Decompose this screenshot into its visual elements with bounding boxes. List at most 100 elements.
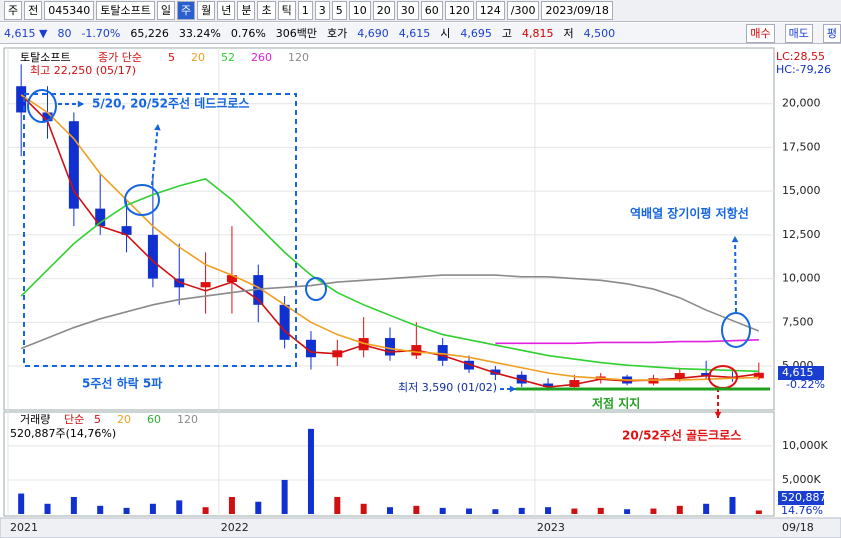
candle-body bbox=[279, 304, 290, 340]
y-tick-label: 7,500 bbox=[782, 315, 814, 328]
annotation: 5주선 하락 5파 bbox=[82, 376, 162, 391]
toolbar-button[interactable]: 초 bbox=[257, 1, 276, 20]
candle-body bbox=[68, 121, 79, 209]
legend-entry: 5 bbox=[94, 413, 101, 426]
x-tick-label: 2021 bbox=[10, 521, 38, 534]
toolbar: 주 전 045340 토탈소프트 일 주 월 년 분 초 틱 1 3 5 10 20 30 60 120 124/30… bbox=[0, 0, 841, 22]
arrow-head bbox=[77, 100, 84, 108]
change-label: -0.22% bbox=[786, 378, 825, 391]
candle-body bbox=[305, 339, 316, 358]
volume-bar bbox=[492, 509, 499, 514]
volume-bar bbox=[439, 507, 446, 514]
x-tick-label: 2022 bbox=[221, 521, 249, 534]
arrow bbox=[734, 235, 737, 313]
volume-bar bbox=[650, 508, 657, 514]
y-tick-label: 15,000 bbox=[782, 184, 821, 197]
toolbar-button[interactable]: 3 bbox=[314, 1, 330, 20]
quote-field: 4,815 bbox=[522, 26, 554, 40]
quote-bar: 4,615 ▼ 80 -1.70% 65,226 33.24% 0.76% 306백만 호가 4… bbox=[0, 23, 841, 44]
candle-body bbox=[569, 380, 580, 388]
volume-title: 거래량 bbox=[20, 413, 50, 426]
legend-entry: 60 bbox=[147, 413, 161, 426]
toolbar-button[interactable]: 틱 bbox=[277, 1, 296, 20]
candle-body bbox=[253, 275, 264, 305]
candle-body bbox=[200, 282, 211, 288]
toolbar-button[interactable]: 주 bbox=[4, 1, 23, 20]
volume-bar bbox=[70, 496, 77, 514]
legend-entry: 52 bbox=[221, 51, 235, 64]
highlight-ellipse bbox=[27, 89, 57, 123]
quote-field: 4,615 ▼ bbox=[4, 26, 48, 40]
candle-body bbox=[437, 345, 448, 361]
hc-label: HC:-79,26 bbox=[776, 63, 831, 76]
arrow bbox=[151, 123, 159, 186]
toolbar-button[interactable]: 토탈소프트 bbox=[96, 1, 155, 20]
legend-entry: 120 bbox=[288, 51, 309, 64]
last-price-label: 4,615 bbox=[782, 366, 814, 379]
order-button[interactable]: 평 bbox=[822, 23, 841, 43]
toolbar-button[interactable]: 10 bbox=[348, 1, 371, 20]
quote-field: 4,690 bbox=[357, 26, 389, 40]
annotation: 5/20, 20/52주선 데드크로스 bbox=[92, 96, 249, 111]
toolbar-button[interactable]: 045340 bbox=[44, 1, 95, 20]
low-note: 최저 3,590 (01/02) bbox=[398, 381, 497, 394]
toolbar-button[interactable]: 124 bbox=[475, 1, 505, 20]
quote-field: 65,226 bbox=[130, 26, 169, 40]
volume-bar bbox=[755, 510, 762, 514]
y-tick-label: 12,500 bbox=[782, 228, 821, 241]
ma-line bbox=[495, 338, 759, 345]
toolbar-button[interactable]: 주 bbox=[176, 1, 196, 20]
quote-field: 4,695 bbox=[460, 26, 492, 40]
volume-bar bbox=[123, 507, 130, 514]
candle-body bbox=[121, 226, 132, 235]
volume-bar bbox=[176, 500, 183, 514]
arrow-head bbox=[714, 411, 722, 418]
candle-body bbox=[648, 378, 659, 384]
toolbar-button[interactable]: 일 bbox=[156, 1, 175, 20]
toolbar-button[interactable]: 분 bbox=[237, 1, 256, 20]
toolbar-button[interactable]: 월 bbox=[197, 1, 216, 20]
y-tick-label: 10,000K bbox=[782, 439, 828, 452]
toolbar-button[interactable]: 120 bbox=[444, 1, 474, 20]
highlight-ellipse bbox=[721, 312, 751, 348]
toolbar-button[interactable]: 5 bbox=[331, 1, 347, 20]
volume-bar bbox=[202, 507, 209, 514]
volume-bar bbox=[228, 496, 235, 514]
toolbar-button[interactable]: /300 bbox=[506, 1, 540, 20]
x-tick-label: 2023 bbox=[537, 521, 565, 534]
toolbar-button[interactable]: 20 bbox=[372, 1, 395, 20]
order-button[interactable]: 매수 bbox=[746, 23, 775, 43]
order-button[interactable]: 매도 bbox=[784, 23, 813, 43]
volume-bar bbox=[255, 501, 262, 514]
toolbar-button[interactable]: 년 bbox=[217, 1, 236, 20]
legend-entry: 260 bbox=[251, 51, 272, 64]
y-tick-label: 17,500 bbox=[782, 140, 821, 153]
toolbar-button[interactable]: 60 bbox=[420, 1, 443, 20]
volume-bar bbox=[703, 503, 710, 514]
y-tick-label: 10,000 bbox=[782, 272, 821, 285]
quote-field: 0.76% bbox=[230, 26, 266, 40]
quote-field: 저 bbox=[563, 27, 574, 40]
arrow-head bbox=[731, 236, 739, 243]
toolbar-button[interactable]: 2023/09/18 bbox=[541, 1, 613, 20]
dashed-box bbox=[23, 93, 297, 367]
toolbar-button[interactable]: 1 bbox=[297, 1, 313, 20]
volume-ratio-label: 14.76% bbox=[781, 504, 823, 517]
annotation: 저점 지지 bbox=[592, 396, 640, 411]
candle-body bbox=[42, 112, 53, 122]
volume-bar bbox=[676, 505, 683, 514]
ma-line bbox=[20, 94, 759, 381]
volume-bar bbox=[466, 508, 473, 514]
toolbar-button[interactable]: 30 bbox=[396, 1, 419, 20]
volume-bar bbox=[387, 507, 393, 514]
high-note: 최고 22,250 (05/17) bbox=[30, 64, 136, 77]
quote-field: -1.70% bbox=[81, 26, 121, 40]
candle-body bbox=[358, 338, 369, 351]
highlight-ellipse bbox=[124, 184, 160, 216]
volume-bar bbox=[571, 508, 578, 514]
quote-field: 33.24% bbox=[178, 26, 221, 40]
toolbar-button[interactable]: 전 bbox=[24, 1, 43, 20]
volume-bar bbox=[597, 507, 604, 514]
